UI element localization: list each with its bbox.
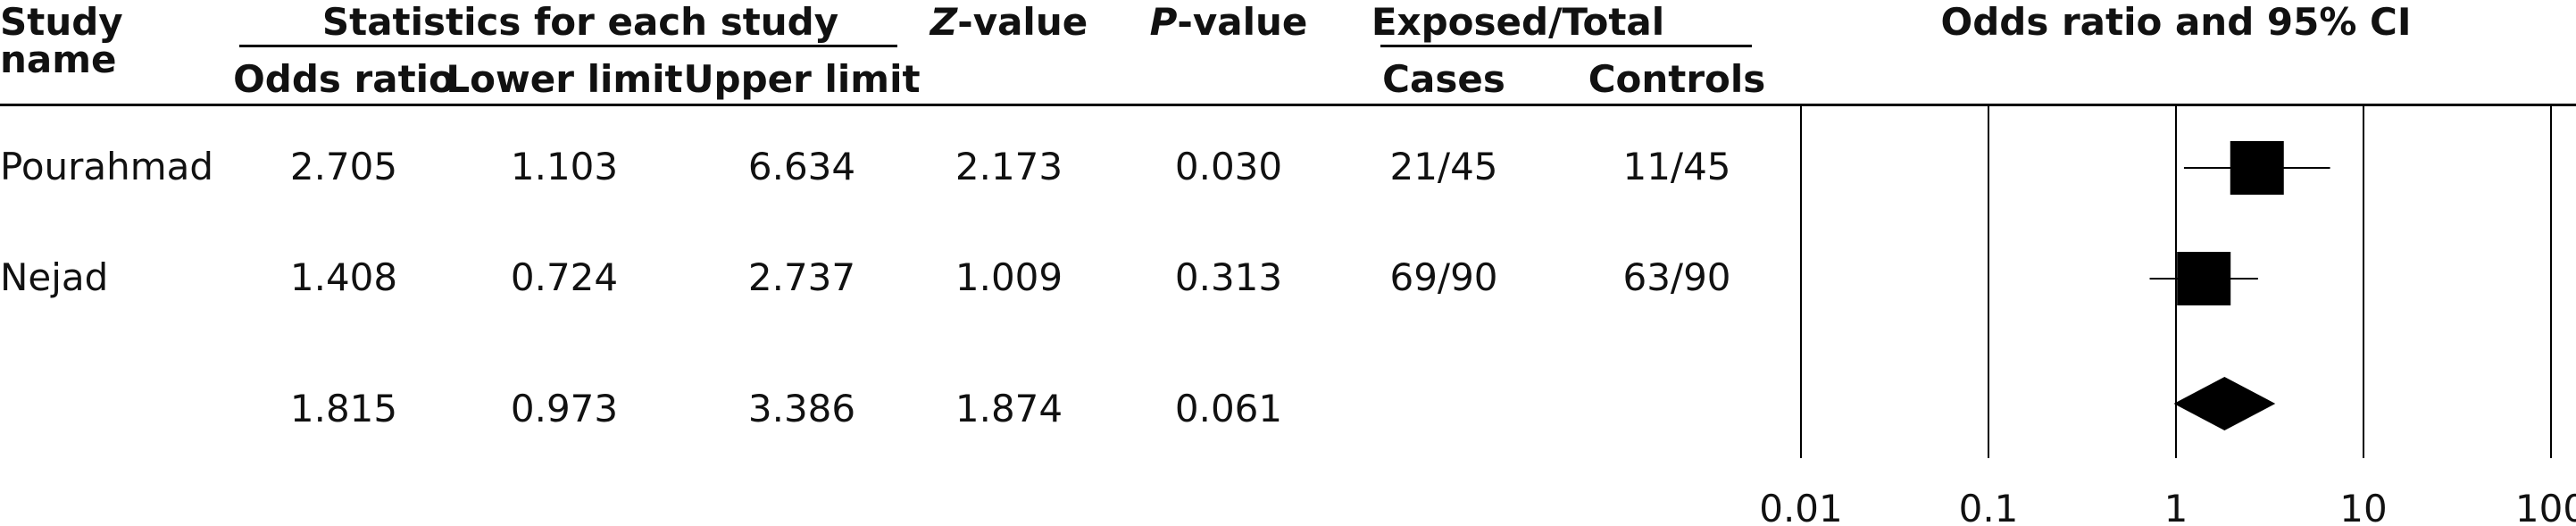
study-name-cell: Pourahmad: [0, 145, 214, 188]
x-tick-label: 100: [2515, 487, 2576, 526]
controls-cell: 11/45: [1622, 145, 1731, 188]
header-divider: [0, 104, 2576, 106]
upper-limit-header: Upper limit: [683, 57, 921, 101]
z-value-cell: 1.009: [955, 255, 1063, 299]
upper-limit-cell: 2.737: [747, 255, 856, 299]
upper-limit-cell: 6.634: [747, 145, 856, 188]
stats-group-header: Statistics for each study: [321, 0, 839, 44]
lower-limit-header: Lower limit: [446, 57, 683, 101]
p-value-cell: 0.313: [1174, 255, 1283, 299]
controls-header: Controls: [1588, 57, 1766, 101]
odds-ratio-cell: 1.408: [289, 255, 398, 299]
x-tick-label: 10: [2339, 487, 2387, 526]
p-value-cell: 0.030: [1174, 145, 1283, 188]
z-value-cell: 1.874: [955, 387, 1063, 430]
controls-cell: 63/90: [1622, 255, 1731, 299]
lower-limit-cell: 1.103: [510, 145, 619, 188]
exposed-total-header: Exposed/Total: [1371, 0, 1665, 44]
lower-limit-cell: 0.973: [510, 387, 619, 430]
upper-limit-cell: 3.386: [747, 387, 856, 430]
x-tick-label: 1: [2164, 487, 2188, 526]
study-name-header-line2: name: [0, 38, 117, 81]
study-marker: [2177, 252, 2231, 305]
odds-ratio-cell: 1.815: [289, 387, 398, 430]
odds-ratio-cell: 2.705: [289, 145, 398, 188]
exposed-total-underline: [1380, 45, 1752, 47]
cases-cell: 69/90: [1389, 255, 1498, 299]
pooled-diamond: [2173, 377, 2276, 430]
odds-ratio-header: Odds ratio: [233, 57, 454, 101]
cases-header: Cases: [1382, 57, 1505, 101]
study-marker: [2230, 141, 2284, 195]
z-value-header: Z-value: [930, 0, 1088, 44]
study-name-header-line1: Study: [0, 0, 123, 44]
x-tick-label: 0.01: [1759, 487, 1843, 526]
cases-cell: 21/45: [1389, 145, 1498, 188]
stats-group-underline: [239, 45, 897, 47]
plot-title: Odds ratio and 95% CI: [1940, 0, 2412, 44]
x-tick-label: 0.1: [1959, 487, 2019, 526]
z-value-cell: 2.173: [955, 145, 1063, 188]
p-value-cell: 0.061: [1174, 387, 1283, 430]
lower-limit-cell: 0.724: [510, 255, 619, 299]
p-value-header: P-value: [1149, 0, 1308, 44]
study-name-cell: Nejad: [0, 255, 109, 299]
